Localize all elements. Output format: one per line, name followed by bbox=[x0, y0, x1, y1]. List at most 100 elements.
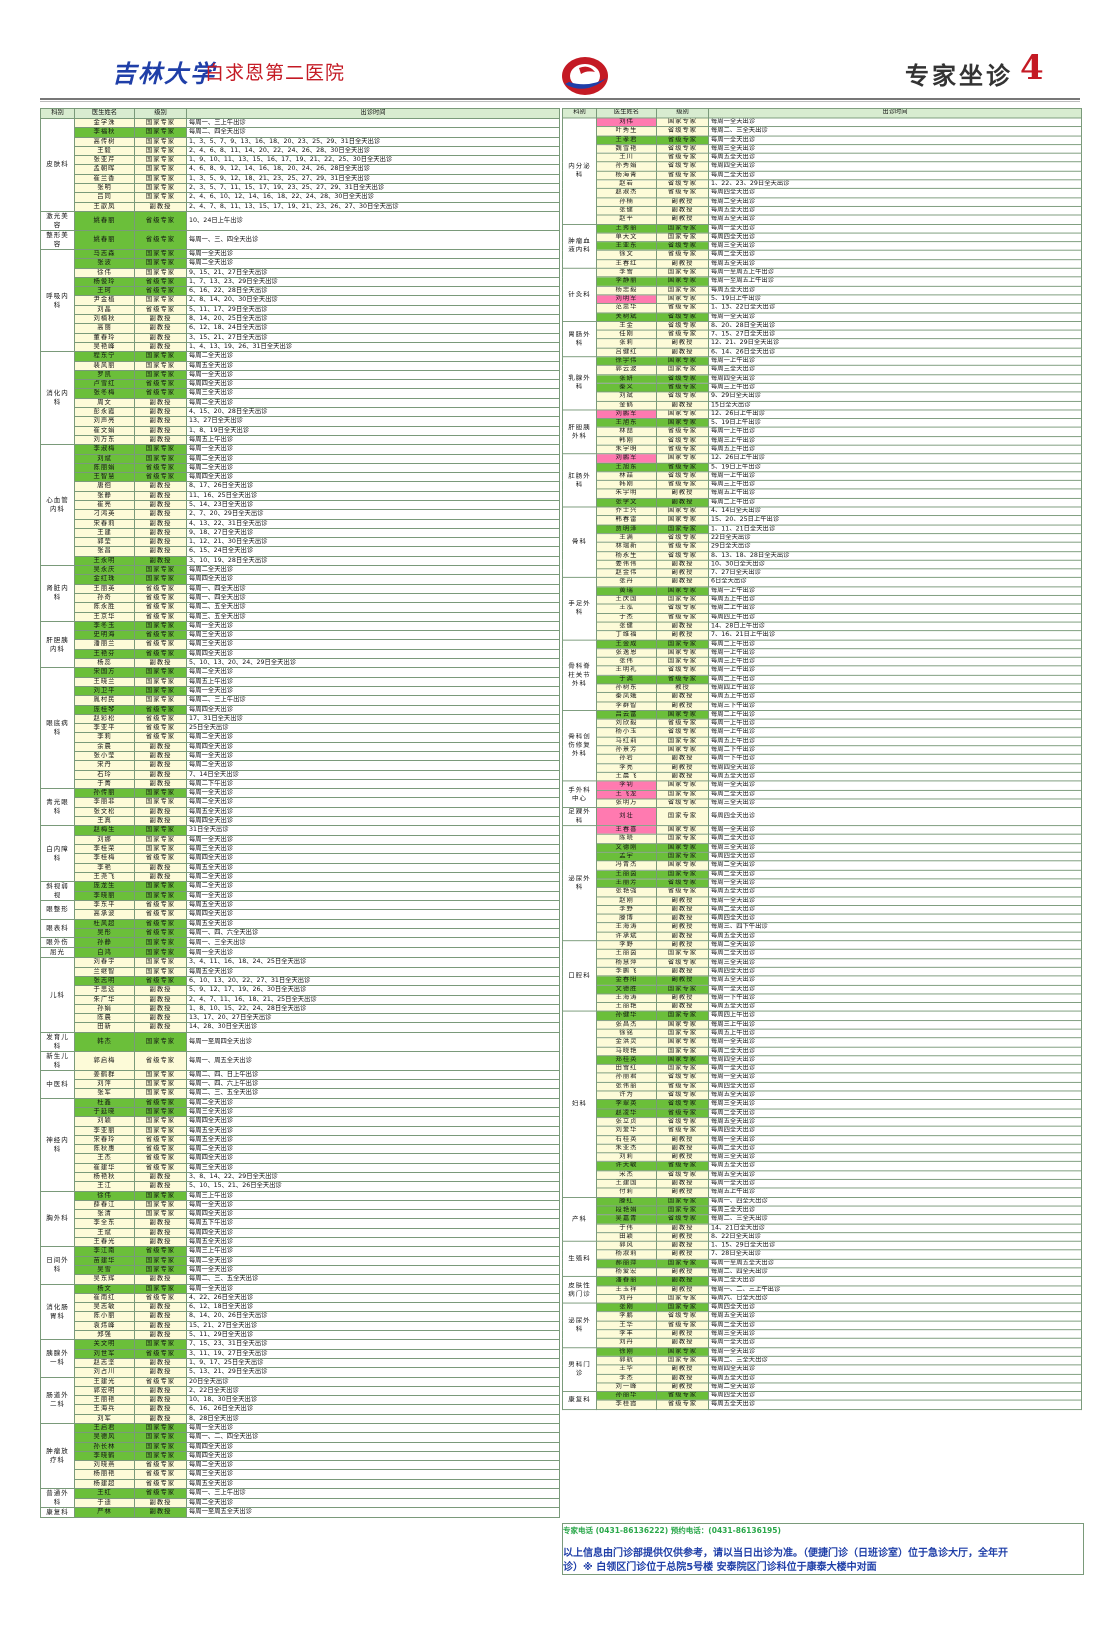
schedule-cell: 每周二上午出诊 bbox=[708, 497, 1082, 508]
level-cell: 国家专家 bbox=[134, 834, 187, 845]
schedule-cell: 每周二全天出诊 bbox=[708, 1320, 1082, 1331]
doctor-name-cell: 杨蕊 bbox=[74, 658, 135, 669]
doctor-name-cell: 魏雪艳 bbox=[596, 144, 657, 154]
schedule-cell: 每周四全天出诊 bbox=[708, 1081, 1082, 1092]
schedule-cell: 每周一全天出诊 bbox=[186, 620, 560, 632]
doctor-name-cell: 杨丽艳 bbox=[74, 1469, 135, 1480]
doctor-name-cell: 李亚平 bbox=[74, 723, 135, 734]
level-cell: 副教授 bbox=[134, 806, 187, 818]
schedule-cell: 每周四全天出诊 bbox=[186, 648, 560, 660]
level-cell: 国家专家 bbox=[134, 565, 187, 576]
doctor-name-cell: 高丽 bbox=[74, 323, 135, 334]
left-table-body: 皮肤科 金学洙 国家专家 每周一、三上午出诊 李福秋 国家专家 每周二、四全天出诊 高传树 国家… bbox=[40, 117, 560, 1519]
doctor-name-cell: 王明礼 bbox=[596, 665, 657, 676]
schedule-cell: 每周四全天出诊 bbox=[708, 1364, 1082, 1375]
doctor-name-cell: 韩杰 bbox=[74, 1031, 135, 1052]
schedule-cell: 每周三全天出诊 bbox=[186, 843, 560, 855]
schedule-cell: 每周二、三、五全天出诊 bbox=[186, 1274, 560, 1285]
doctor-name-cell: 张伟丽 bbox=[596, 1081, 657, 1092]
schedule-cell: 每周四上午出诊 bbox=[708, 1010, 1082, 1021]
schedule-cell: 7、16、21日上午出诊 bbox=[708, 630, 1082, 641]
doctor-name-cell: 孙景芳 bbox=[596, 745, 657, 756]
doctor-name-cell: 王丽茵 bbox=[596, 949, 657, 959]
level-cell: 省级专家 bbox=[134, 472, 187, 483]
schedule-cell: 7、14日全天出诊 bbox=[186, 769, 560, 780]
level-cell: 副教授 bbox=[656, 568, 709, 579]
doctor-name-cell: 李亮 bbox=[596, 762, 657, 773]
level-cell: 省级专家 bbox=[134, 909, 187, 920]
doctor-name-cell: 丁维福 bbox=[596, 630, 657, 641]
level-cell: 国家专家 bbox=[134, 1106, 187, 1118]
schedule-cell: 1、22、23、29日全天出诊 bbox=[708, 179, 1082, 190]
header-schedule: 出诊时间 bbox=[186, 108, 560, 119]
doctor-name-cell: 张明万 bbox=[596, 798, 657, 809]
doctor-name-cell: 李野 bbox=[596, 940, 657, 951]
schedule-cell: 每周一至周四全天出诊 bbox=[186, 1031, 560, 1052]
doctor-name-cell: 兰继智 bbox=[74, 966, 135, 977]
table-row: 足踝外科 刘壮 国家专家 每周四全天出诊 bbox=[562, 807, 1082, 827]
level-cell: 国家专家 bbox=[656, 1258, 709, 1269]
level-cell: 副教授 bbox=[134, 1218, 187, 1229]
level-cell: 国家专家 bbox=[134, 1264, 187, 1276]
doctor-name-cell: 段艳娟 bbox=[596, 1205, 657, 1216]
schedule-cell: 每周五全天出诊 bbox=[186, 360, 560, 371]
doctor-name-cell: 周文 bbox=[74, 397, 135, 409]
level-cell: 国家专家 bbox=[656, 1346, 709, 1357]
level-cell: 省级专家 bbox=[134, 1134, 187, 1146]
schedule-cell: 每周一、周五全天出诊 bbox=[186, 1050, 560, 1071]
department-cell: 男科门诊 bbox=[562, 1346, 597, 1393]
schedule-cell: 每周五下午出诊 bbox=[186, 1218, 560, 1229]
doctor-name-cell: 刘鹏军 bbox=[596, 409, 657, 420]
schedule-cell: 每周二全天出诊 bbox=[186, 871, 560, 883]
doctor-name-cell: 张文松 bbox=[74, 806, 135, 818]
level-cell: 副教授 bbox=[656, 913, 709, 924]
table-row: 高传树 国家专家 1、3、5、7、9、13、16、18、20、23、25、29、31… bbox=[41, 136, 560, 147]
table-row: 孙楠 副教授 每周二全天出诊 bbox=[563, 197, 1082, 207]
table-row: 宋春莉 副教授 4、13、22、31日全天出诊 bbox=[41, 518, 560, 529]
doctor-name-cell: 徐宇伟 bbox=[596, 356, 657, 367]
level-cell: 省级专家 bbox=[656, 1161, 709, 1172]
schedule-cell: 10、18、30日全天出诊 bbox=[186, 1395, 560, 1406]
table-row: 吴艳峰 副教授 1、4、13、19、26、31日全天出诊 bbox=[41, 341, 560, 353]
doctor-name-cell: 刘万东 bbox=[74, 434, 135, 446]
level-cell: 副教授 bbox=[656, 488, 709, 499]
level-cell: 国家专家 bbox=[656, 365, 709, 375]
table-row: 潘丽兰 省级专家 每周三全天出诊 bbox=[41, 639, 560, 650]
level-cell: 副教授 bbox=[656, 630, 709, 641]
doctor-name-cell: 彭永霞 bbox=[74, 406, 135, 418]
department-cell: 骨科脊柱关节外科 bbox=[562, 639, 597, 711]
level-cell: 国家专家 bbox=[656, 117, 709, 128]
doctor-name-cell: 刘卫平 bbox=[74, 685, 135, 697]
schedule-cell: 每周五全天出诊 bbox=[186, 1478, 560, 1490]
level-cell: 国家专家 bbox=[656, 736, 709, 747]
table-row: 李桂霞 省级专家 每周五全天出诊 bbox=[563, 1400, 1082, 1410]
table-row: 杨淑莉 副教授 7、28日全天出诊 bbox=[563, 1249, 1082, 1260]
doctor-name-cell: 刘爱华 bbox=[596, 1125, 657, 1136]
table-row: 刘颖 国家专家 每周四全天出诊 bbox=[41, 1116, 560, 1127]
schedule-cell: 每周三全天出诊 bbox=[186, 1162, 560, 1174]
doctor-name-cell: 刘占川 bbox=[74, 1367, 135, 1378]
level-cell: 国家专家 bbox=[656, 851, 709, 862]
level-cell: 省级专家 bbox=[134, 1144, 187, 1155]
doctor-name-cell: 刘一峰 bbox=[596, 1382, 657, 1393]
table-row: 皮肤科 金学洙 国家专家 每周一、三上午出诊 bbox=[40, 117, 560, 212]
table-row: 张亚芹 国家专家 1、9、10、11、13、15、16、17、19、21、22、25… bbox=[41, 155, 560, 166]
doctor-name-cell: 杨爱宏 bbox=[596, 1267, 657, 1278]
doctor-name-cell: 刘伟 bbox=[596, 117, 657, 128]
schedule-cell: 2、4、7、8、11、13、15、17、19、21、23、26、27、30日全天… bbox=[186, 201, 560, 212]
doctor-name-cell: 杨慧萍 bbox=[596, 957, 657, 968]
schedule-cell: 每周三上午出诊 bbox=[186, 1246, 560, 1257]
schedule-cell: 每周四全天出诊 bbox=[708, 188, 1082, 199]
schedule-cell: 每周三上午出诊 bbox=[708, 1019, 1082, 1030]
level-cell: 国家专家 bbox=[134, 145, 187, 157]
table-row: 日间外科 李江南 省级专家 每周三上午出诊 bbox=[40, 1246, 560, 1285]
level-cell: 副教授 bbox=[656, 940, 709, 951]
schedule-cell: 每周四全天出诊 bbox=[186, 816, 560, 827]
level-cell: 副教授 bbox=[134, 546, 187, 557]
schedule-cell: 每周五全天出诊 bbox=[708, 975, 1082, 986]
schedule-cell: 每周二全天出诊 bbox=[186, 1460, 560, 1471]
table-row: 刘世军 省级专家 3、11、19、27日全天出诊 bbox=[41, 1348, 560, 1359]
doctor-name-cell: 孙楠 bbox=[596, 197, 657, 207]
table-row: 宋杰 省级专家 每周五全天出诊 bbox=[563, 1170, 1082, 1180]
table-row: 贾明泽 国家专家 1、11、21日全天出诊 bbox=[563, 524, 1082, 535]
